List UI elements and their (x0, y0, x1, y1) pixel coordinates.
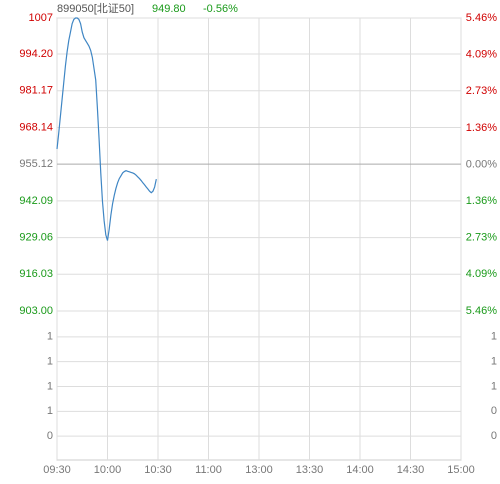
volume-tick-label: 1 (47, 356, 53, 368)
x-tick-label: 14:30 (397, 464, 425, 476)
y2-tick-label: 0.00% (466, 158, 497, 170)
x-tick-label: 13:30 (296, 464, 324, 476)
price-line (56, 17, 157, 241)
volume-tick-label: 1 (491, 356, 497, 368)
volume-tick-label: 0 (491, 430, 497, 442)
y2-tick-label: 4.09% (466, 268, 497, 280)
y-tick-label: 955.12 (19, 158, 53, 170)
y2-tick-label: 5.46% (466, 305, 497, 317)
volume-tick-label: 1 (47, 331, 53, 343)
y-tick-label: 916.03 (19, 268, 53, 280)
y2-tick-label: 1.36% (466, 195, 497, 207)
stock-change: -0.56% (203, 3, 238, 15)
y-tick-label: 942.09 (19, 195, 53, 207)
y-tick-label: 968.14 (19, 121, 53, 133)
volume-tick-label: 1 (47, 380, 53, 392)
x-tick-label: 15:00 (447, 464, 475, 476)
y2-tick-label: 2.73% (466, 85, 497, 97)
y-tick-label: 1007 (29, 12, 53, 24)
x-tick-label: 10:30 (144, 464, 172, 476)
y2-tick-label: 5.46% (466, 12, 497, 24)
volume-tick-label: 0 (47, 430, 53, 442)
y-tick-label: 929.06 (19, 231, 53, 243)
x-tick-label: 10:00 (94, 464, 122, 476)
volume-tick-label: 0 (491, 405, 497, 417)
y-tick-label: 994.20 (19, 48, 53, 60)
x-tick-label: 09:30 (43, 464, 71, 476)
y-tick-label: 903.00 (19, 305, 53, 317)
x-tick-label: 11:00 (195, 464, 222, 476)
stock-code: 899050[北证50] (57, 2, 134, 15)
volume-tick-label: 1 (47, 405, 53, 417)
y2-tick-label: 4.09% (466, 49, 497, 61)
volume-tick-label: 1 (491, 380, 497, 392)
x-tick-label: 14:00 (346, 464, 374, 476)
y-tick-label: 981.17 (19, 85, 53, 97)
x-tick-label: 13:00 (245, 464, 273, 476)
stock-price: 949.80 (152, 3, 186, 15)
y2-tick-label: 2.73% (466, 232, 497, 244)
volume-tick-label: 1 (491, 331, 497, 343)
y2-tick-label: 1.36% (466, 122, 497, 134)
